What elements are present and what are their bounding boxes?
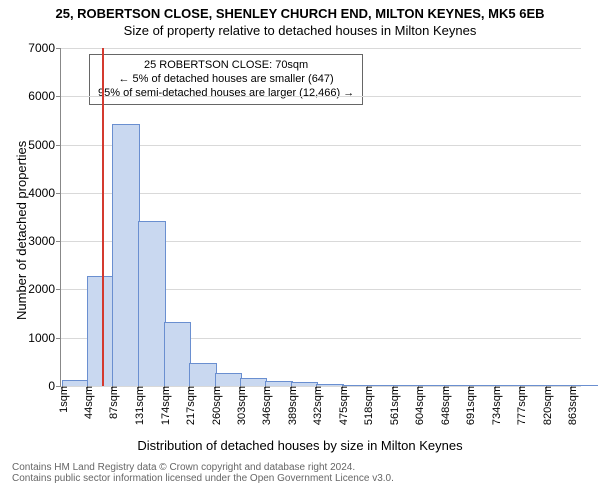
footer-line-1: Contains HM Land Registry data © Crown c…	[12, 462, 394, 473]
reference-line	[102, 48, 104, 386]
xtick-label: 777sqm	[512, 386, 528, 425]
gridline	[61, 48, 581, 49]
annotation-line-1: 25 ROBERTSON CLOSE: 70sqm	[98, 59, 354, 73]
chart-container: 25, ROBERTSON CLOSE, SHENLEY CHURCH END,…	[0, 0, 600, 500]
histogram-bar	[215, 373, 242, 386]
ytick-label: 7000	[28, 41, 61, 55]
ytick-label: 6000	[28, 89, 61, 103]
xtick-label: 1sqm	[54, 386, 70, 413]
histogram-bar	[189, 363, 216, 386]
annotation-line-2: ← 5% of detached houses are smaller (647…	[98, 73, 354, 87]
ytick-label: 2000	[28, 282, 61, 296]
xtick-label: 518sqm	[359, 386, 375, 425]
x-axis-label: Distribution of detached houses by size …	[0, 438, 600, 453]
xtick-label: 131sqm	[130, 386, 146, 425]
xtick-label: 87sqm	[104, 386, 120, 419]
chart-title-main: 25, ROBERTSON CLOSE, SHENLEY CHURCH END,…	[0, 0, 600, 21]
xtick-label: 217sqm	[181, 386, 197, 425]
xtick-label: 734sqm	[487, 386, 503, 425]
chart-footer: Contains HM Land Registry data © Crown c…	[12, 462, 394, 484]
xtick-label: 44sqm	[79, 386, 95, 419]
histogram-bar	[240, 378, 267, 386]
xtick-label: 346sqm	[257, 386, 273, 425]
ytick-label: 3000	[28, 234, 61, 248]
histogram-bar	[164, 322, 191, 386]
annotation-line-3: 95% of semi-detached houses are larger (…	[98, 87, 354, 101]
xtick-label: 604sqm	[410, 386, 426, 425]
histogram-bar	[87, 276, 114, 386]
annotation-box: 25 ROBERTSON CLOSE: 70sqm ← 5% of detach…	[89, 54, 363, 105]
xtick-label: 561sqm	[385, 386, 401, 425]
xtick-label: 648sqm	[436, 386, 452, 425]
xtick-label: 389sqm	[283, 386, 299, 425]
xtick-label: 174sqm	[156, 386, 172, 425]
ytick-label: 5000	[28, 138, 61, 152]
xtick-label: 691sqm	[461, 386, 477, 425]
xtick-label: 260sqm	[207, 386, 223, 425]
histogram-bar	[112, 124, 139, 386]
ytick-label: 1000	[28, 331, 61, 345]
gridline	[61, 96, 581, 97]
xtick-label: 432sqm	[308, 386, 324, 425]
xtick-label: 863sqm	[563, 386, 579, 425]
footer-line-2: Contains public sector information licen…	[12, 473, 394, 484]
y-axis-label: Number of detached properties	[14, 141, 29, 320]
xtick-label: 303sqm	[232, 386, 248, 425]
plot-area: 25 ROBERTSON CLOSE: 70sqm ← 5% of detach…	[60, 48, 581, 387]
ytick-label: 4000	[28, 186, 61, 200]
histogram-bar	[138, 221, 165, 386]
xtick-label: 820sqm	[538, 386, 554, 425]
xtick-label: 475sqm	[334, 386, 350, 425]
chart-title-sub: Size of property relative to detached ho…	[0, 21, 600, 38]
